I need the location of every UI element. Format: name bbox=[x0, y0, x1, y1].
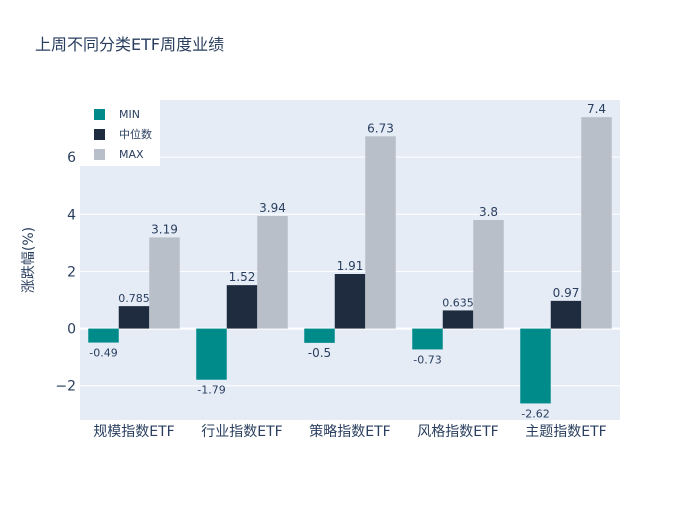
data-label: -2.62 bbox=[521, 407, 549, 420]
data-label: 0.785 bbox=[118, 292, 150, 305]
data-label: 0.97 bbox=[553, 286, 580, 300]
legend-swatch[interactable] bbox=[94, 109, 105, 120]
bar[interactable] bbox=[550, 300, 582, 329]
y-axis: −2 0 2 4 6 bbox=[55, 150, 76, 395]
bar[interactable] bbox=[149, 237, 180, 329]
bar[interactable] bbox=[88, 328, 119, 343]
data-label: 6.73 bbox=[367, 121, 394, 135]
x-axis: 规模指数ETF 行业指数ETF 策略指数ETF 风格指数ETF 主题指数ETF bbox=[93, 423, 606, 440]
data-label: -0.5 bbox=[308, 346, 331, 360]
bar[interactable] bbox=[334, 274, 366, 329]
x-tick-label: 风格指数ETF bbox=[417, 424, 498, 440]
data-label: 3.94 bbox=[259, 201, 286, 215]
bar[interactable] bbox=[442, 310, 474, 329]
data-labels: -0.49 0.785 3.19 -1.79 1.52 3.94 -0.5 1.91 6.73 -… bbox=[89, 102, 606, 420]
legend-label[interactable]: MAX bbox=[119, 148, 144, 161]
data-label: -0.49 bbox=[89, 347, 117, 360]
data-label: -1.79 bbox=[197, 384, 225, 397]
bar[interactable] bbox=[520, 328, 551, 404]
y-tick-label: 2 bbox=[67, 264, 76, 280]
data-label: 3.19 bbox=[151, 222, 178, 236]
y-tick-label: 0 bbox=[67, 322, 76, 338]
bar[interactable] bbox=[581, 117, 612, 329]
bars bbox=[88, 117, 612, 404]
bar[interactable] bbox=[257, 216, 288, 329]
legend-swatch[interactable] bbox=[94, 129, 105, 140]
bar[interactable] bbox=[304, 328, 335, 343]
legend-label[interactable]: 中位数 bbox=[119, 127, 152, 141]
data-label: 3.8 bbox=[479, 205, 498, 219]
y-tick-label: 6 bbox=[67, 150, 76, 166]
bar[interactable] bbox=[412, 328, 443, 350]
bar[interactable] bbox=[118, 306, 150, 329]
x-tick-label: 主题指数ETF bbox=[525, 424, 606, 440]
legend-label[interactable]: MIN bbox=[119, 108, 140, 121]
data-label: 1.52 bbox=[229, 270, 256, 284]
legend[interactable]: MIN 中位数 MAX bbox=[80, 100, 160, 166]
bar[interactable] bbox=[226, 285, 258, 329]
legend-swatch[interactable] bbox=[94, 149, 105, 160]
bar[interactable] bbox=[365, 136, 396, 329]
bar[interactable] bbox=[473, 220, 504, 329]
data-label: 0.635 bbox=[442, 296, 474, 309]
legend-background bbox=[80, 100, 160, 166]
y-tick-label: 4 bbox=[67, 207, 76, 223]
chart-title: 上周不同分类ETF周度业绩 bbox=[35, 35, 224, 54]
x-tick-label: 行业指数ETF bbox=[201, 424, 282, 440]
y-axis-title: 涨跌幅(%) bbox=[21, 227, 37, 293]
data-label: -0.73 bbox=[413, 353, 441, 366]
x-tick-label: 策略指数ETF bbox=[309, 423, 390, 440]
y-tick-label: −2 bbox=[55, 379, 76, 395]
data-label: 1.91 bbox=[337, 259, 364, 273]
x-tick-label: 规模指数ETF bbox=[93, 424, 174, 440]
data-label: 7.4 bbox=[587, 102, 606, 116]
bar[interactable] bbox=[196, 328, 227, 380]
